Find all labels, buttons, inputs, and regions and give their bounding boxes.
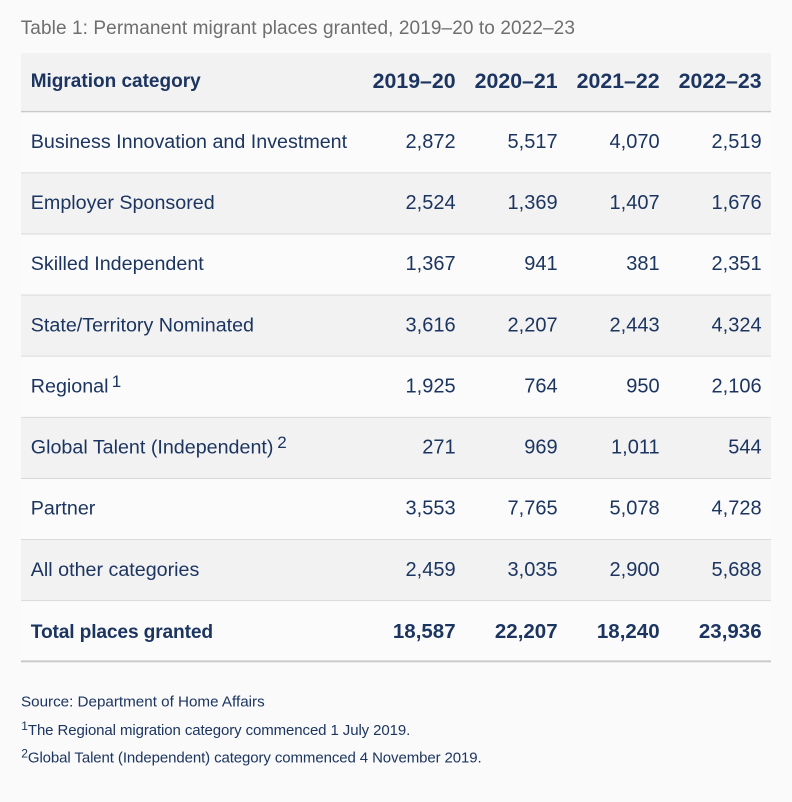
svg-text:Global Talent (Independent) 2: Global Talent (Independent) 2 (31, 433, 287, 459)
svg-text:4,728: 4,728 (712, 498, 762, 520)
svg-text:941: 941 (524, 253, 557, 275)
svg-text:18,240: 18,240 (597, 620, 660, 643)
svg-text:2019–20: 2019–20 (373, 69, 456, 93)
svg-text:2,519: 2,519 (712, 131, 762, 153)
svg-text:2,872: 2,872 (406, 131, 456, 153)
svg-text:271: 271 (422, 437, 455, 459)
svg-text:1,369: 1,369 (508, 192, 558, 214)
svg-text:5,517: 5,517 (508, 131, 558, 153)
svg-text:2,459: 2,459 (406, 559, 456, 581)
svg-text:1,676: 1,676 (712, 192, 762, 214)
svg-text:7,765: 7,765 (508, 498, 558, 520)
svg-text:381: 381 (626, 253, 659, 275)
svg-text:3,616: 3,616 (406, 314, 456, 336)
svg-text:Employer Sponsored: Employer Sponsored (31, 192, 215, 214)
svg-text:544: 544 (728, 437, 761, 459)
svg-text:1,011: 1,011 (611, 437, 660, 459)
svg-text:969: 969 (524, 437, 557, 459)
svg-text:1,407: 1,407 (610, 192, 660, 214)
svg-text:All other categories: All other categories (31, 559, 200, 581)
svg-text:2022–23: 2022–23 (679, 69, 762, 93)
svg-text:Migration category: Migration category (31, 71, 201, 92)
svg-text:Partner: Partner (31, 498, 96, 520)
svg-text:18,587: 18,587 (393, 620, 456, 643)
svg-text:1The Regional migration catego: 1The Regional migration category commenc… (21, 719, 410, 739)
svg-text:2,443: 2,443 (610, 314, 660, 336)
svg-text:Source: Department of Home Aff: Source: Department of Home Affairs (21, 693, 265, 710)
svg-text:Skilled Independent: Skilled Independent (31, 253, 204, 275)
svg-text:3,553: 3,553 (406, 498, 456, 520)
svg-text:State/Territory Nominated: State/Territory Nominated (31, 314, 254, 336)
svg-text:Total places granted: Total places granted (31, 622, 213, 643)
svg-text:2Global Talent (Independent) c: 2Global Talent (Independent) category co… (21, 747, 481, 767)
svg-text:2021–22: 2021–22 (577, 69, 660, 93)
svg-text:1,925: 1,925 (406, 375, 456, 397)
svg-text:1,367: 1,367 (406, 253, 456, 275)
svg-text:2,207: 2,207 (508, 314, 558, 336)
svg-text:5,688: 5,688 (712, 559, 762, 581)
svg-text:Table 1: Permanent migrant pla: Table 1: Permanent migrant places grante… (21, 18, 575, 39)
svg-text:2,900: 2,900 (610, 559, 660, 581)
svg-text:2,106: 2,106 (712, 375, 762, 397)
svg-text:4,324: 4,324 (712, 314, 762, 336)
svg-text:2,351: 2,351 (712, 253, 762, 275)
svg-text:Regional 1: Regional 1 (31, 372, 121, 398)
svg-text:4,070: 4,070 (610, 131, 660, 153)
svg-text:2020–21: 2020–21 (475, 69, 558, 93)
svg-text:3,035: 3,035 (508, 559, 558, 581)
svg-text:5,078: 5,078 (610, 498, 660, 520)
svg-text:950: 950 (626, 375, 659, 397)
svg-text:764: 764 (524, 375, 557, 397)
svg-text:22,207: 22,207 (495, 620, 558, 643)
svg-text:2,524: 2,524 (406, 192, 456, 214)
svg-text:23,936: 23,936 (699, 620, 762, 643)
svg-text:Business Innovation and Invest: Business Innovation and Investment (31, 131, 348, 153)
